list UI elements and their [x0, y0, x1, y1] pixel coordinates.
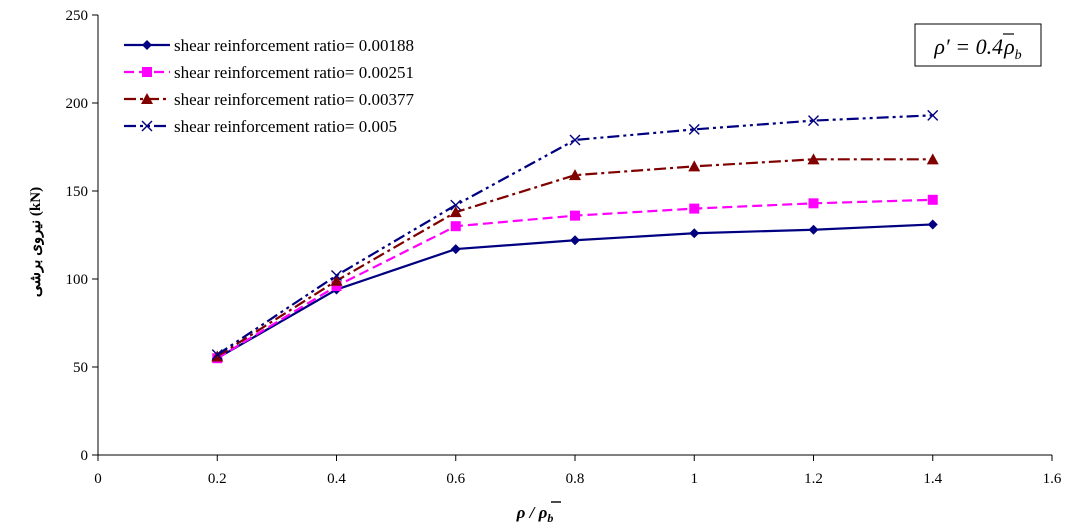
data-point — [808, 115, 819, 127]
annotation: ρ′ = 0.4ρb — [914, 23, 1042, 67]
legend-marker — [142, 67, 152, 77]
data-point — [450, 199, 462, 211]
data-point — [689, 228, 700, 239]
data-point — [808, 224, 819, 235]
y-tick-label: 100 — [66, 272, 89, 288]
data-point — [927, 109, 939, 121]
y-tick-label: 150 — [66, 184, 89, 200]
y-tick-label: 0 — [81, 448, 89, 464]
x-marker-stroke — [569, 134, 581, 146]
data-point — [689, 203, 700, 214]
x-tick-label: 0.2 — [208, 471, 227, 487]
legend-marker — [141, 93, 153, 104]
x-tick-label: 0.4 — [327, 471, 346, 487]
legend-marker — [142, 40, 152, 50]
data-point — [331, 281, 342, 292]
data-point — [807, 153, 820, 165]
legend-item: shear reinforcement ratio= 0.005 — [124, 117, 397, 136]
legend: shear reinforcement ratio= 0.00188 shear … — [124, 36, 414, 136]
y-tick-label: 200 — [66, 96, 89, 112]
data-point — [330, 274, 343, 286]
x-marker-stroke — [211, 349, 223, 361]
series-4 — [211, 109, 939, 361]
legend-label: shear reinforcement ratio= 0.00251 — [174, 63, 414, 82]
x-marker-stroke — [808, 115, 819, 127]
x-tick-label: 1.6 — [1043, 471, 1062, 487]
data-point — [926, 153, 939, 165]
x-axis-title: ρ / ρb — [516, 501, 561, 525]
y-tick-label: 50 — [73, 360, 88, 376]
legend-item: shear reinforcement ratio= 0.00377 — [124, 90, 414, 109]
axes: 0 50 100 150 200 250 0 0.2 0.4 0.6 0.8 1 1.2 1.4 1.6 — [66, 8, 1062, 487]
y-axis-title: نیروی برشی (kN) — [28, 187, 44, 297]
annotation-text: ρ′ = 0.4ρb — [933, 34, 1021, 63]
x-marker-stroke — [688, 123, 700, 135]
data-point — [688, 160, 701, 172]
x-tick-label: 1.4 — [923, 471, 942, 487]
legend-label: shear reinforcement ratio= 0.005 — [174, 117, 397, 136]
x-marker-stroke — [927, 109, 939, 121]
legend-item: shear reinforcement ratio= 0.00251 — [124, 63, 414, 82]
data-point — [331, 269, 342, 281]
legend-marker — [141, 120, 153, 132]
x-tick-label: 0 — [94, 471, 102, 487]
x-marker-stroke — [331, 269, 342, 281]
data-point — [569, 134, 581, 146]
x-tick-label: 0.6 — [446, 471, 465, 487]
x-marker-stroke — [141, 120, 153, 132]
data-point — [570, 210, 580, 221]
legend-label: shear reinforcement ratio= 0.00377 — [174, 90, 414, 109]
series-3 — [211, 153, 939, 362]
x-tick-label: 1.2 — [804, 471, 823, 487]
y-tick-label: 250 — [66, 8, 89, 24]
data-point — [450, 244, 461, 255]
data-point — [569, 169, 581, 181]
data-point — [449, 206, 462, 218]
data-point — [927, 194, 938, 205]
series-line — [216, 198, 933, 360]
x-marker-stroke — [450, 199, 462, 211]
x-tick-label: 1 — [691, 471, 699, 487]
data-point — [808, 198, 819, 209]
data-point — [927, 219, 938, 230]
legend-label: shear reinforcement ratio= 0.00188 — [174, 36, 414, 55]
series-layer — [211, 109, 939, 364]
series-2 — [212, 194, 938, 364]
legend-item: shear reinforcement ratio= 0.00188 — [124, 36, 414, 55]
x-tick-label: 0.8 — [566, 471, 585, 487]
data-point — [570, 235, 580, 246]
data-point — [450, 221, 461, 232]
data-point — [211, 349, 223, 361]
series-line — [216, 158, 933, 358]
annotation-box — [914, 23, 1042, 67]
series-line — [216, 114, 933, 356]
svg-text:ρ / ρb: ρ / ρb — [516, 503, 554, 525]
data-point — [211, 350, 224, 362]
data-point — [688, 123, 700, 135]
